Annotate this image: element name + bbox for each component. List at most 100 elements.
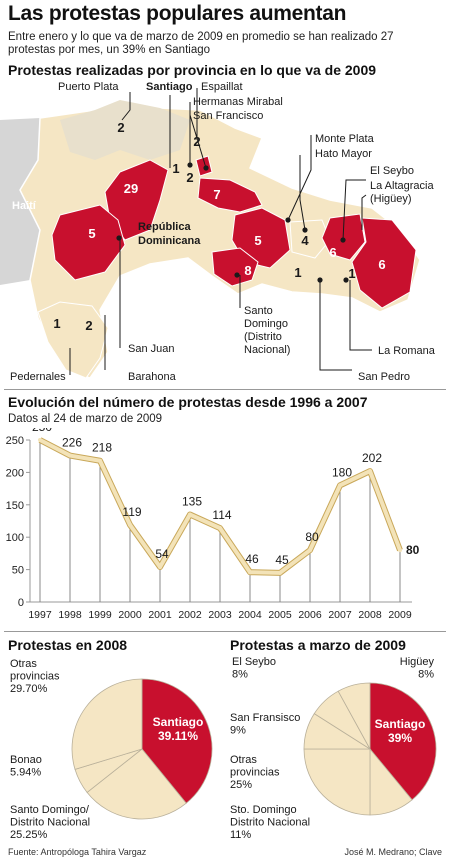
data-label: 46 xyxy=(245,552,259,566)
region-altagracia xyxy=(351,217,417,309)
data-point xyxy=(308,548,312,553)
slice-label: Distrito Nacional xyxy=(10,817,90,829)
num-el-seybo: 6 xyxy=(329,245,336,260)
line-chart-note: Datos al 24 de marzo de 2009 xyxy=(8,413,163,425)
num-monte-plata: 5 xyxy=(254,233,261,248)
data-point xyxy=(368,469,372,474)
y-tick-label: 50 xyxy=(12,565,24,577)
data-point xyxy=(38,438,42,442)
slice-label-name: Santiago xyxy=(375,717,426,731)
x-tick-label: 2009 xyxy=(388,609,412,621)
num-hermanas: 1 xyxy=(172,161,179,176)
data-point xyxy=(98,458,102,463)
slice-label: El Seybo xyxy=(232,656,276,668)
num-san-juan: 1 xyxy=(53,316,60,331)
line-chart-title: Evolución del número de protestas desde … xyxy=(8,394,368,410)
data-label: 135 xyxy=(182,495,202,509)
pie-slice xyxy=(71,678,143,770)
num-san-francisco: 7 xyxy=(213,187,220,202)
data-point xyxy=(188,512,192,517)
region-espaillat xyxy=(195,155,213,177)
num-la-romana: 1 xyxy=(348,266,355,281)
num-hato-mayor: 4 xyxy=(301,233,309,248)
pie-slice xyxy=(141,678,213,804)
num-barahona: 2 xyxy=(85,318,92,333)
label-san-pedro: San Pedro xyxy=(358,371,410,383)
slice-label-name: Santiago xyxy=(153,715,204,729)
slice-label-value: 39.11% xyxy=(158,729,198,743)
label-el-seybo: El Seybo xyxy=(370,165,414,177)
pie-slice xyxy=(369,682,437,801)
num-san-pedro: 1 xyxy=(294,265,301,280)
label-rd-2: Dominicana xyxy=(138,235,201,247)
slice-label: provincias xyxy=(10,671,60,683)
data-label: 80 xyxy=(305,530,319,544)
page-title: Las protestas populares aumentan xyxy=(8,2,347,25)
label-barahona: Barahona xyxy=(128,371,177,383)
data-point xyxy=(128,522,132,527)
slice-label: Bonao xyxy=(10,754,42,766)
data-label: 119 xyxy=(122,505,141,519)
x-tick-label: 1997 xyxy=(28,609,52,621)
page-subtitle: Entre enero y lo que va de marzo de 2009… xyxy=(8,31,394,56)
slice-label: Higüey xyxy=(400,656,435,668)
region-santo-domingo xyxy=(211,247,259,287)
x-tick-label: 2001 xyxy=(148,609,172,621)
source-note: Fuente: Antropóloga Tahira Vargaz xyxy=(8,847,147,857)
divider-line xyxy=(4,389,446,390)
slice-label: 29.70% xyxy=(10,683,48,695)
data-point xyxy=(338,483,342,488)
num-west: 5 xyxy=(88,226,95,241)
slice-label: 11% xyxy=(230,829,251,841)
y-tick-label: 150 xyxy=(6,500,24,512)
x-tick-label: 2003 xyxy=(208,609,232,621)
data-label: 202 xyxy=(362,451,382,465)
x-tick-label: 2006 xyxy=(298,609,322,621)
label-san-juan: San Juan xyxy=(128,343,174,355)
x-tick-label: 2004 xyxy=(238,609,262,621)
credit-note: José M. Medrano; Clave xyxy=(344,847,442,857)
y-tick-label: 250 xyxy=(6,435,24,447)
label-hermanas: Hermanas Mirabal xyxy=(193,96,283,108)
slice-label: provincias xyxy=(230,767,280,779)
divider-line-2 xyxy=(4,631,446,632)
pie-slice xyxy=(303,748,371,816)
region-santiago xyxy=(104,159,169,241)
y-tick-label: 100 xyxy=(6,532,24,544)
slice-label: 5.94% xyxy=(10,767,41,779)
data-point xyxy=(68,453,72,458)
line-chart: 0 50 100 150 200 250 250 1997 226 1998 218 1999 119 2… xyxy=(6,428,420,621)
region-west xyxy=(51,204,126,281)
y-tick-label: 0 xyxy=(18,597,24,609)
num-espaillat: 2 xyxy=(193,134,200,149)
label-haiti: Haití xyxy=(12,200,37,212)
x-tick-label: 1998 xyxy=(58,609,82,621)
data-point xyxy=(218,526,222,531)
x-tick-label: 2007 xyxy=(328,609,352,621)
slice-label: 9% xyxy=(230,725,246,737)
data-point xyxy=(398,548,402,553)
label-rd-1: República xyxy=(138,221,191,233)
region-southwest xyxy=(37,301,109,379)
pie-charts: Santiago39.11%Santiago39%Otrasprovincias… xyxy=(10,656,437,841)
slice-label: Distrito Nacional xyxy=(230,817,310,829)
data-label: 250 xyxy=(32,428,52,434)
data-label: 114 xyxy=(212,508,231,522)
num-santiago: 29 xyxy=(124,181,138,196)
slice-label: 8% xyxy=(232,669,248,681)
pie-slice xyxy=(337,682,371,750)
label-hato-mayor: Hato Mayor xyxy=(315,148,372,160)
map-title: Protestas realizadas por provincia en lo… xyxy=(8,62,377,78)
pie-2009-title: Protestas a marzo de 2009 xyxy=(230,637,406,653)
pie-slice xyxy=(86,748,187,820)
x-tick-label: 1999 xyxy=(88,609,112,621)
data-label: 54 xyxy=(155,547,169,561)
label-santiago: Santiago xyxy=(146,81,193,93)
slice-label: Otras xyxy=(230,754,257,766)
label-san-francisco: San Francisco xyxy=(193,110,263,122)
label-pedernales: Pedernales xyxy=(10,371,66,383)
slice-label: Santo Domingo/ xyxy=(10,804,90,816)
slice-label: San Fransisco xyxy=(230,712,300,724)
num-espaillat-2: 2 xyxy=(186,170,193,185)
slice-label-value: 39% xyxy=(388,731,412,745)
